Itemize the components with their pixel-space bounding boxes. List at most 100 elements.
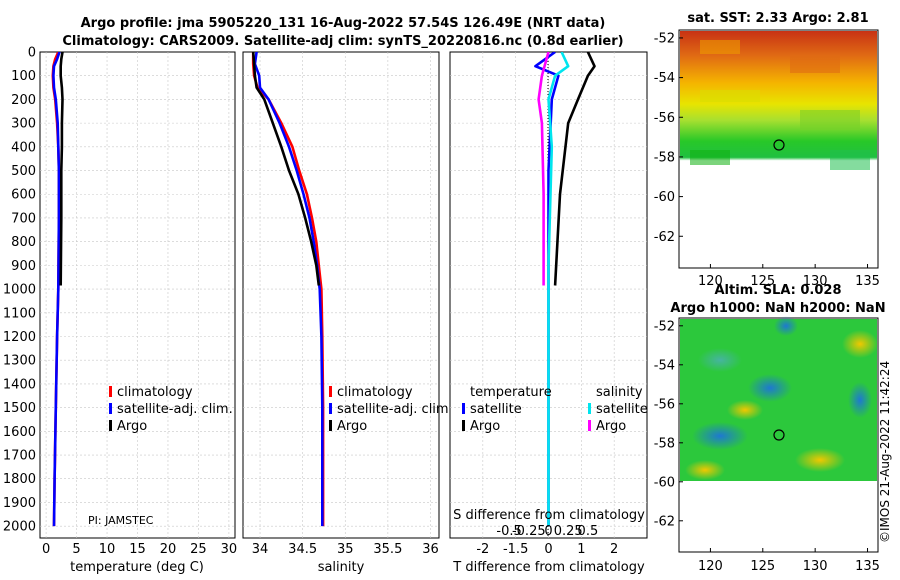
argo-location-marker — [773, 429, 785, 441]
x-tick-label: 35 — [337, 542, 354, 557]
lat-tick-label: -56 — [654, 111, 675, 126]
sla-blob — [848, 382, 872, 418]
difference-lines — [534, 52, 596, 527]
legend-label-satellite: satellite-adj. clim. — [337, 402, 453, 417]
legend-label-satellite: satellite-adj. clim. — [117, 402, 233, 417]
sst-patch — [800, 110, 860, 130]
sst-map-title: sat. SST: 2.33 Argo: 2.81 — [687, 11, 868, 26]
watermark: ©IMOS 21-Aug-2022 11:42:24 — [878, 361, 892, 543]
series-line — [553, 52, 596, 286]
depth-tick-label: 0 — [28, 46, 36, 61]
depth-tick-label: 800 — [11, 235, 36, 250]
x-tick-label: -2 — [476, 542, 489, 557]
sla-blob — [795, 448, 845, 472]
series-line — [537, 52, 550, 286]
sla-map-panel: Altim. SLA: 0.028 Argo h1000: NaN h2000:… — [654, 283, 886, 574]
lon-tick-label: 120 — [698, 559, 723, 574]
lat-tick-label: -58 — [654, 150, 675, 165]
x-tick-label: 0 — [42, 542, 50, 557]
legend-swatch-argo — [329, 420, 332, 431]
series-line — [253, 52, 324, 527]
depth-tick-label: 1600 — [3, 425, 36, 440]
sst-patch — [700, 90, 760, 102]
top-tick-label: 0.25 — [554, 524, 583, 539]
depth-tick-label: 2000 — [3, 520, 36, 535]
x-tick-label: 25 — [190, 542, 207, 557]
x-tick-label: 2 — [610, 542, 618, 557]
x-tick-label: 0 — [544, 542, 552, 557]
x-tick-label: 15 — [129, 542, 146, 557]
pi-annotation: PI: JAMSTEC — [88, 514, 154, 527]
lat-tick-label: -62 — [654, 230, 675, 245]
top-tick-label: 0 — [544, 524, 552, 539]
depth-tick-label: 200 — [11, 93, 36, 108]
depth-tick-label: 1500 — [3, 401, 36, 416]
depth-tick-label: 1300 — [3, 354, 36, 369]
sla-blob — [685, 460, 725, 480]
depth-tick-label: 1800 — [3, 472, 36, 487]
salinity-panel: 34 34.5 35 35.5 36 salinity climatology sate… — [242, 51, 453, 575]
depth-tick-label: 400 — [11, 140, 36, 155]
legend-swatch-climatology — [109, 386, 112, 397]
lon-tick-label: 135 — [855, 274, 880, 289]
depth-tick-label: 600 — [11, 188, 36, 203]
legend-label-climatology: climatology — [337, 385, 413, 400]
sla-blob — [842, 330, 878, 358]
legend-title-salinity: salinity — [596, 385, 643, 400]
depth-tick-label: 1900 — [3, 496, 36, 511]
salinity-legend: climatology satellite-adj. clim. Argo — [329, 385, 453, 434]
difference-grid — [450, 52, 647, 538]
sst-map-tick-labels: 120 125 130 135 -52 -54 -56 -58 -60 -62 — [654, 31, 880, 289]
sla-map-title: Altim. SLA: 0.028 — [715, 283, 842, 298]
top-tick-label: 0.5 — [578, 524, 599, 539]
sst-patch — [690, 150, 730, 165]
x-tick-label: 1 — [577, 542, 585, 557]
series-line — [547, 52, 570, 527]
salinity-lines — [251, 52, 325, 527]
depth-tick-label: 500 — [11, 164, 36, 179]
legend-swatch-s-argo — [588, 420, 591, 431]
legend-swatch-s-satellite — [588, 403, 591, 414]
difference-panel: -2 -1.5 0 1 2 -0.5-0.250 0.250.5 S difference… — [449, 51, 648, 575]
depth-tick-label: 900 — [11, 259, 36, 274]
top-tick-label: -0.5 — [496, 524, 521, 539]
lat-tick-label: -60 — [654, 475, 675, 490]
sst-patch — [700, 40, 740, 54]
difference-legend: temperature satellite Argo salinity sate… — [462, 385, 648, 434]
sla-texture — [685, 316, 878, 480]
legend-swatch-satellite — [109, 403, 112, 414]
depth-tick-label: 1000 — [3, 283, 36, 298]
lat-tick-label: -52 — [654, 319, 675, 334]
lon-tick-label: 120 — [698, 274, 723, 289]
x-tick-label: 5 — [72, 542, 80, 557]
legend-label-t-satellite: satellite — [470, 402, 522, 417]
lat-tick-label: -58 — [654, 436, 675, 451]
legend-label-s-satellite: satellite — [596, 402, 648, 417]
x-tick-label: 10 — [99, 542, 116, 557]
depth-tick-label: 1400 — [3, 377, 36, 392]
depth-tick-label: 1100 — [3, 306, 36, 321]
t-difference-tick-labels: -2 -1.5 0 1 2 — [476, 542, 618, 557]
lon-tick-label: 130 — [803, 559, 828, 574]
title-line-1: Argo profile: jma 5905220_131 16-Aug-202… — [81, 16, 606, 31]
t-difference-xlabel: T difference from climatology — [452, 560, 645, 575]
series-line — [52, 52, 61, 527]
depth-tick-label: 100 — [11, 69, 36, 84]
sla-blob — [727, 400, 763, 420]
depth-tick-label: 1700 — [3, 449, 36, 464]
lat-tick-label: -60 — [654, 190, 675, 205]
top-tick-label: -0.25 — [512, 524, 546, 539]
legend-label-climatology: climatology — [117, 385, 193, 400]
lat-tick-label: -54 — [654, 358, 675, 373]
legend-title-temperature: temperature — [470, 385, 552, 400]
temperature-legend: climatology satellite-adj. clim. Argo — [109, 385, 233, 434]
series-line — [59, 52, 64, 286]
lat-tick-label: -62 — [654, 514, 675, 529]
salinity-grid — [243, 52, 439, 538]
sst-patch — [790, 55, 840, 73]
salinity-tick-labels: 34 34.5 35 35.5 36 — [252, 542, 439, 557]
argo-location-marker — [773, 139, 785, 151]
depth-tick-labels: 0 100 200 300 400 500 600 700 800 900 1000 1100 1200… — [3, 46, 36, 535]
lat-tick-label: -52 — [654, 31, 675, 46]
x-tick-label: 30 — [221, 542, 238, 557]
